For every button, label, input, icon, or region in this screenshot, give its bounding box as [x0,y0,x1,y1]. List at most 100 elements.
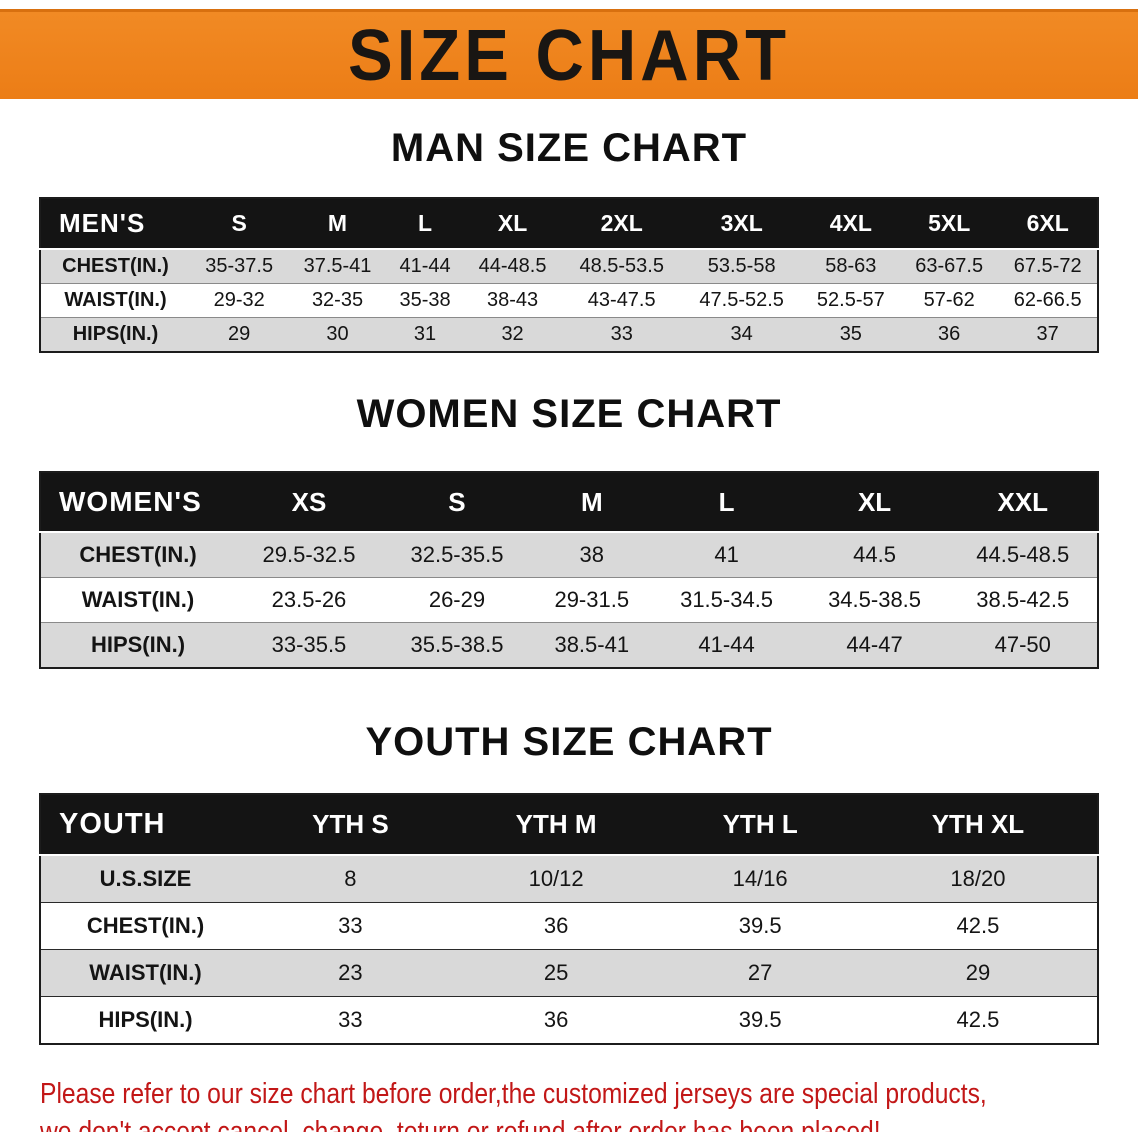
women-size-table-wrap: WOMEN'S XS S M L XL XXL CHEST(IN.) 29.5-32.5 32.5… [0,471,1138,669]
measurement-row: CHEST(IN.) 29.5-32.5 32.5-35.5 38 41 44.5 44.5… [40,532,1098,578]
size-value: 23 [338,960,363,985]
size-column-header: L [652,472,801,533]
measurement-label: CHEST(IN.) [79,542,197,567]
size-value: 27 [747,960,773,985]
size-value: 37 [1036,323,1059,345]
size-value: 39.5 [738,1007,782,1032]
measurement-row: WAIST(IN.) 29-32 32-35 35-38 38-43 43-47.5 47.… [40,283,1098,318]
size-column-header: S [190,198,289,250]
measurement-row: WAIST(IN.) 23 25 27 29 [40,949,1098,997]
size-value: 62-66.5 [1013,289,1082,311]
size-value: 35.5-38.5 [410,632,504,657]
measurement-label: WAIST(IN.) [81,587,195,612]
size-value: 36 [543,913,569,938]
size-value: 58-63 [825,255,877,277]
size-value: 44.5-48.5 [976,542,1070,567]
table-header-row: WOMEN'S XS S M L XL XXL [40,472,1098,533]
size-column-header: XS [235,472,383,533]
order-notice: Please refer to our size chart before or… [40,1075,1138,1132]
size-column-header: 2XL [561,198,682,250]
size-value: 52.5-57 [816,289,885,311]
size-column-header: YTH XL [858,794,1098,856]
size-value: 44-47 [846,632,903,657]
measurement-label: CHEST(IN.) [62,255,169,277]
measurement-row: WAIST(IN.) 23.5-26 26-29 29-31.5 31.5-34.5 34… [40,577,1098,623]
table-group-label: MEN'S [40,198,190,250]
size-value: 32 [501,323,524,345]
size-column-header: S [382,472,531,533]
size-column-header: L [386,198,464,250]
size-column-header: 4XL [801,198,900,250]
banner: SIZE CHART [0,9,1138,99]
size-value: 41-44 [698,632,755,657]
size-value: 38 [579,542,605,567]
size-value: 38-43 [486,289,539,311]
youth-size-section: YOUTH SIZE CHART YOUTH YTH S YTH M YTH L YTH… [0,719,1138,1045]
size-value: 47-50 [994,632,1051,657]
size-value: 35 [839,323,862,345]
size-value: 33 [338,1007,363,1032]
size-value: 63-67.5 [915,255,984,277]
size-value: 44-48.5 [478,255,547,277]
table-header-row: MEN'S S M L XL 2XL 3XL 4XL 5XL 6XL [40,198,1098,250]
measurement-label: CHEST(IN.) [86,913,205,938]
size-value: 8 [344,866,357,891]
measurement-row: HIPS(IN.) 33-35.5 35.5-38.5 38.5-41 41-44 44-… [40,622,1098,668]
size-value: 47.5-52.5 [699,289,784,311]
size-column-header: 3XL [681,198,802,250]
measurement-label: HIPS(IN.) [90,632,186,657]
size-column-header: XL [800,472,949,533]
notice-line-1: Please refer to our size chart before or… [40,1078,987,1110]
size-value: 32-35 [311,289,364,311]
men-size-section: MAN SIZE CHART MEN'S S M L XL 2XL 3XL 4XL 5XL 6XL… [0,125,1138,353]
size-value: 41 [714,542,739,567]
youth-size-table: YOUTH YTH S YTH M YTH L YTH XL U.S.SIZE 8 10/12… [39,793,1099,1045]
size-value: 37.5-41 [303,255,372,277]
measurement-label: HIPS(IN.) [72,323,159,345]
size-value: 29 [965,960,991,985]
size-value: 26-29 [428,587,486,612]
size-column-header: 5XL [899,198,999,250]
size-column-header: M [288,198,387,250]
size-column-header: XXL [948,472,1098,533]
table-group-label: YOUTH [40,794,250,856]
size-column-header: YTH L [661,794,859,856]
measurement-label: WAIST(IN.) [64,289,167,311]
size-value: 10/12 [528,866,584,891]
measurement-label: U.S.SIZE [99,866,192,891]
size-value: 33-35.5 [271,632,347,657]
size-value: 39.5 [738,913,782,938]
size-value: 34.5-38.5 [828,587,922,612]
size-value: 43-47.5 [587,289,656,311]
size-value: 23.5-26 [271,587,347,612]
size-value: 42.5 [956,913,1000,938]
size-value: 53.5-58 [707,255,776,277]
size-value: 31.5-34.5 [680,587,774,612]
women-section-heading: WOMEN SIZE CHART [356,392,782,436]
size-value: 38.5-41 [554,632,630,657]
size-value: 14/16 [732,866,788,891]
size-column-header: M [530,472,653,533]
size-value: 48.5-53.5 [579,255,664,277]
size-value: 29-32 [213,289,265,311]
measurement-row: CHEST(IN.) 35-37.5 37.5-41 41-44 44-48.5 48.5… [40,249,1098,284]
size-value: 41-44 [399,255,451,277]
size-column-header: YTH M [450,794,662,856]
youth-section-heading: YOUTH SIZE CHART [365,720,773,764]
notice-line-2: we don't accept cancel, change, teturn o… [40,1113,973,1132]
size-value: 67.5-72 [1013,255,1082,277]
size-value: 35-38 [399,289,451,311]
size-column-header: XL [463,198,562,250]
measurement-label: WAIST(IN.) [89,960,202,985]
men-section-heading: MAN SIZE CHART [390,126,748,170]
size-value: 29-31.5 [554,587,630,612]
youth-size-table-wrap: YOUTH YTH S YTH M YTH L YTH XL U.S.SIZE 8 10/12… [0,793,1138,1045]
size-value: 38.5-42.5 [976,587,1070,612]
size-value: 57-62 [923,289,975,311]
size-value: 18/20 [950,866,1006,891]
measurement-row: U.S.SIZE 8 10/12 14/16 18/20 [40,855,1098,903]
size-value: 25 [543,960,569,985]
men-size-table: MEN'S S M L XL 2XL 3XL 4XL 5XL 6XL CHEST(IN.) 35-37… [39,197,1099,353]
page-title: SIZE CHART [348,14,790,96]
